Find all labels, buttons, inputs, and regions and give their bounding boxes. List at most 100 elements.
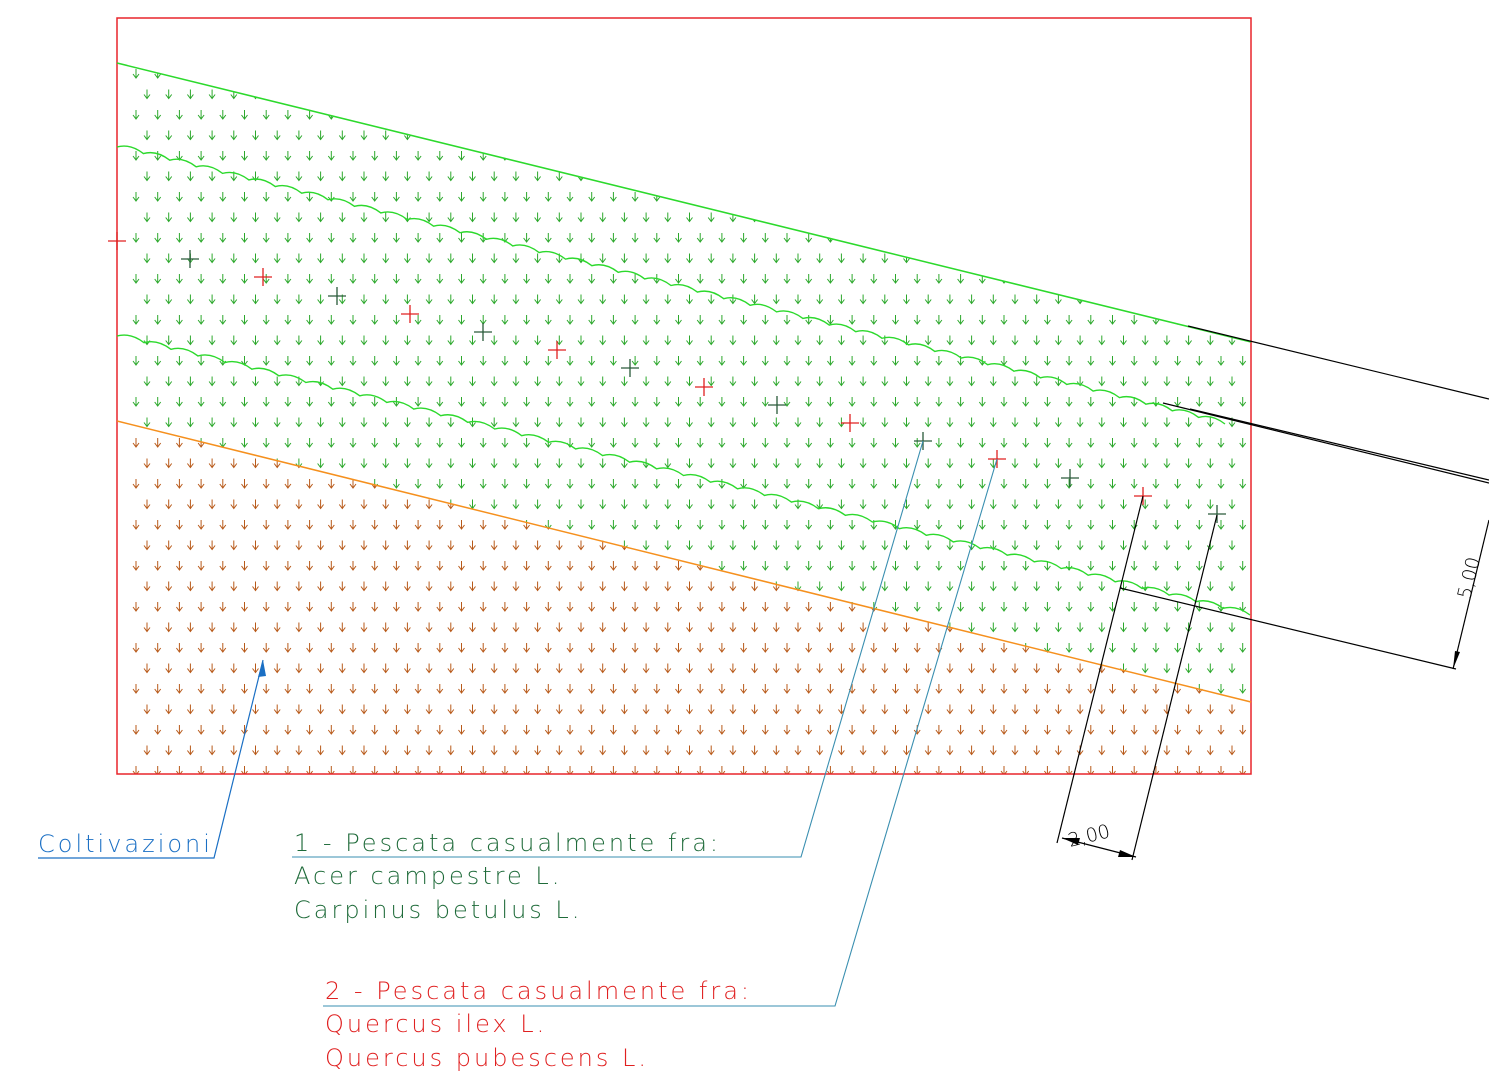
arrow-down-icon (458, 356, 465, 366)
arrow-down-icon (523, 684, 530, 694)
arrow-down-icon (231, 828, 237, 837)
arrow-down-icon (414, 192, 422, 202)
arrow-down-icon (1066, 151, 1072, 160)
arrow-down-icon (534, 171, 541, 182)
arrow-down-icon (1175, 69, 1181, 78)
arrow-down-icon (989, 622, 997, 633)
arrow-down-icon (913, 520, 921, 530)
arrow-down-icon (1217, 520, 1225, 530)
arrow-down-icon (490, 376, 498, 387)
arrow-down-icon (197, 356, 205, 366)
arrow-down-icon (1239, 192, 1247, 202)
arrow-down-icon (1023, 274, 1029, 283)
arrow-down-icon (208, 622, 216, 633)
arrow-down-icon (990, 213, 996, 222)
arrow-down-icon (903, 294, 910, 305)
arrow-down-icon (979, 848, 985, 857)
arrow-down-icon (187, 376, 194, 387)
arrow-down-icon (414, 479, 422, 489)
arrow-down-icon (187, 212, 194, 223)
arrow-down-icon (1022, 561, 1030, 571)
arrow-down-icon (349, 397, 357, 407)
arrow-down-icon (1088, 69, 1094, 78)
arrow-down-icon (425, 745, 433, 756)
drawing-frame (116, 17, 1252, 775)
arrow-down-icon (425, 171, 433, 182)
arrow-down-icon (676, 69, 682, 78)
arrow-down-icon (893, 233, 899, 242)
arrow-down-icon (382, 458, 390, 469)
arrow-down-icon (838, 294, 845, 305)
arrow-down-icon (166, 787, 172, 796)
arrow-down-icon (436, 602, 444, 612)
arrow-down-icon (1120, 89, 1127, 100)
arrow-down-icon (772, 212, 780, 223)
arrow-down-icon (968, 335, 975, 346)
arrow-down-icon (339, 787, 345, 796)
arrow-down-icon (642, 212, 650, 223)
arrow-down-icon (675, 315, 682, 325)
arrow-down-icon (610, 233, 617, 243)
arrow-down-icon (838, 130, 845, 141)
arrow-down-icon (947, 787, 953, 796)
arrow-down-icon (1239, 69, 1247, 79)
arrow-down-icon (155, 807, 161, 816)
arrow-down-icon (1218, 315, 1224, 324)
arrow-down-icon (794, 376, 802, 387)
arrow-down-icon (642, 335, 650, 346)
arrow-down-icon (610, 69, 617, 79)
arrow-down-icon (490, 540, 498, 551)
arrow-down-icon (1011, 581, 1019, 592)
arrow-down-icon (132, 69, 140, 79)
arrow-down-icon (1152, 356, 1160, 366)
cross-icon (1061, 469, 1079, 487)
arrow-down-icon (904, 172, 910, 181)
arrow-down-icon (860, 828, 866, 837)
arrow-down-icon (1001, 233, 1007, 242)
arrow-down-icon (577, 663, 585, 674)
arrow-down-icon (306, 192, 313, 202)
arrow-down-icon (1152, 397, 1160, 407)
arrow-down-icon (577, 212, 585, 223)
arrow-down-icon (577, 499, 585, 510)
arrow-down-icon (132, 356, 140, 366)
arrow-down-icon (664, 745, 672, 756)
arrow-down-icon (696, 274, 704, 284)
arrow-down-icon (913, 69, 921, 79)
arrow-down-icon (805, 725, 813, 735)
arrow-down-icon (1130, 110, 1138, 120)
arrow-down-icon (284, 725, 292, 735)
arrow-down-icon (360, 540, 368, 551)
group1-leader (292, 440, 924, 858)
arrow-down-icon (881, 212, 889, 223)
arrow-down-icon (817, 828, 823, 837)
arrow-down-icon (665, 90, 671, 99)
arrow-down-icon (893, 848, 899, 857)
arrow-down-icon (653, 438, 661, 448)
arrow-down-icon (458, 233, 465, 243)
arrow-down-icon (686, 663, 693, 674)
arrow-down-icon (360, 335, 368, 346)
arrow-down-icon (827, 807, 833, 816)
arrow-down-icon (773, 131, 779, 140)
arrow-down-icon (653, 110, 661, 120)
arrow-down-icon (642, 417, 650, 428)
arrow-down-icon (903, 704, 910, 715)
arrow-down-icon (1098, 581, 1106, 592)
arrow-down-icon (1206, 622, 1214, 633)
arrow-down-icon (1240, 807, 1246, 816)
arrow-down-icon (1088, 274, 1094, 283)
arrow-down-icon (425, 376, 433, 387)
arrow-down-icon (632, 807, 638, 816)
arrow-down-icon (512, 130, 520, 141)
arrow-down-icon (458, 151, 465, 161)
arrow-down-icon (1206, 745, 1214, 756)
arrow-down-icon (740, 725, 747, 735)
arrow-down-icon (273, 335, 281, 346)
arrow-down-icon (165, 581, 173, 592)
arrow-down-icon (1130, 151, 1138, 161)
arrow-down-icon (707, 212, 715, 223)
arrow-down-icon (707, 458, 715, 469)
arrow-down-icon (1055, 704, 1062, 715)
arrow-down-icon (989, 581, 997, 592)
